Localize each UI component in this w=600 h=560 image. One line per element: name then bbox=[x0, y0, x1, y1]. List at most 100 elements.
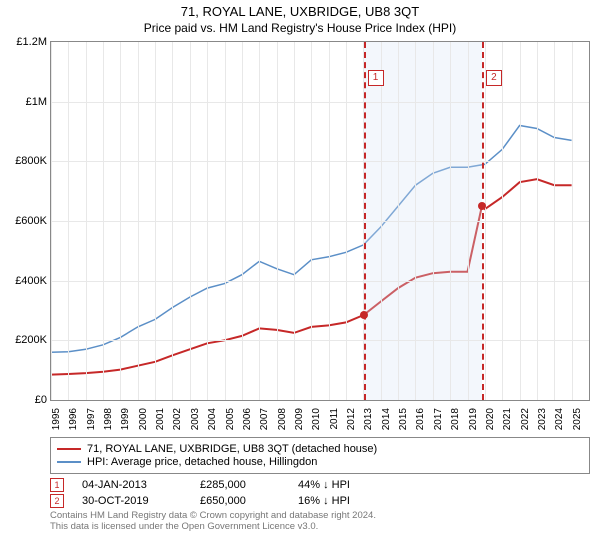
x-gridline bbox=[172, 42, 173, 400]
sale-marker-line bbox=[482, 42, 484, 400]
footer-line-2: This data is licensed under the Open Gov… bbox=[50, 521, 590, 532]
x-gridline bbox=[120, 42, 121, 400]
x-tick-label: 2004 bbox=[207, 408, 218, 438]
chart-title: 71, ROYAL LANE, UXBRIDGE, UB8 3QT bbox=[0, 0, 600, 19]
sale-date: 30-OCT-2019 bbox=[82, 495, 182, 507]
sale-marker-box: 1 bbox=[368, 70, 384, 86]
sale-row: 2 30-OCT-2019 £650,000 16% ↓ HPI bbox=[50, 494, 590, 508]
x-tick-label: 2001 bbox=[155, 408, 166, 438]
x-gridline bbox=[207, 42, 208, 400]
sale-marker-line bbox=[364, 42, 366, 400]
x-tick-label: 2018 bbox=[450, 408, 461, 438]
chart-legend: 71, ROYAL LANE, UXBRIDGE, UB8 3QT (detac… bbox=[50, 437, 590, 474]
y-tick-label: £800K bbox=[3, 155, 47, 167]
y-tick-label: £200K bbox=[3, 334, 47, 346]
y-tick-label: £400K bbox=[3, 275, 47, 287]
footer-line-1: Contains HM Land Registry data © Crown c… bbox=[50, 510, 590, 521]
x-gridline bbox=[242, 42, 243, 400]
x-tick-label: 2014 bbox=[381, 408, 392, 438]
x-tick-label: 2024 bbox=[554, 408, 565, 438]
x-tick-label: 2017 bbox=[433, 408, 444, 438]
footer: Contains HM Land Registry data © Crown c… bbox=[50, 510, 590, 533]
x-gridline bbox=[502, 42, 503, 400]
x-tick-label: 1999 bbox=[120, 408, 131, 438]
x-gridline bbox=[259, 42, 260, 400]
x-tick-label: 2003 bbox=[190, 408, 201, 438]
x-tick-label: 2007 bbox=[259, 408, 270, 438]
y-tick-label: £1.2M bbox=[3, 36, 47, 48]
y-gridline bbox=[51, 161, 589, 162]
x-gridline bbox=[68, 42, 69, 400]
chart-plot-area: £0£200K£400K£600K£800K£1M£1.2M1995199619… bbox=[50, 41, 590, 401]
x-gridline bbox=[225, 42, 226, 400]
sale-pct: 16% ↓ HPI bbox=[298, 495, 388, 507]
sale-num-box: 1 bbox=[50, 478, 64, 492]
x-tick-label: 1997 bbox=[86, 408, 97, 438]
sales-table: 1 04-JAN-2013 £285,000 44% ↓ HPI 2 30-OCT-201… bbox=[50, 478, 590, 508]
x-tick-label: 2025 bbox=[572, 408, 583, 438]
x-gridline bbox=[381, 42, 382, 400]
y-gridline bbox=[51, 340, 589, 341]
legend-label: 71, ROYAL LANE, UXBRIDGE, UB8 3QT (detac… bbox=[87, 443, 377, 455]
x-tick-label: 2000 bbox=[138, 408, 149, 438]
x-tick-label: 1995 bbox=[51, 408, 62, 438]
y-gridline bbox=[51, 281, 589, 282]
y-tick-label: £1M bbox=[3, 96, 47, 108]
x-gridline bbox=[415, 42, 416, 400]
x-gridline bbox=[155, 42, 156, 400]
x-gridline bbox=[450, 42, 451, 400]
x-gridline bbox=[277, 42, 278, 400]
sale-marker-box: 2 bbox=[486, 70, 502, 86]
x-tick-label: 2019 bbox=[468, 408, 479, 438]
x-gridline bbox=[51, 42, 52, 400]
x-tick-label: 2011 bbox=[329, 408, 340, 438]
x-gridline bbox=[433, 42, 434, 400]
sale-point-dot bbox=[478, 202, 486, 210]
sale-num-box: 2 bbox=[50, 494, 64, 508]
chart-subtitle: Price paid vs. HM Land Registry's House … bbox=[0, 19, 600, 41]
x-gridline bbox=[346, 42, 347, 400]
x-gridline bbox=[138, 42, 139, 400]
x-tick-label: 2009 bbox=[294, 408, 305, 438]
x-tick-label: 2013 bbox=[363, 408, 374, 438]
x-tick-label: 2022 bbox=[520, 408, 531, 438]
x-tick-label: 2010 bbox=[311, 408, 322, 438]
x-gridline bbox=[311, 42, 312, 400]
x-tick-label: 2015 bbox=[398, 408, 409, 438]
x-tick-label: 2008 bbox=[277, 408, 288, 438]
x-gridline bbox=[485, 42, 486, 400]
x-gridline bbox=[294, 42, 295, 400]
y-gridline bbox=[51, 102, 589, 103]
x-gridline bbox=[86, 42, 87, 400]
legend-label: HPI: Average price, detached house, Hill… bbox=[87, 456, 317, 468]
x-tick-label: 1998 bbox=[103, 408, 114, 438]
legend-swatch bbox=[57, 461, 81, 463]
sale-price: £285,000 bbox=[200, 479, 280, 491]
y-tick-label: £0 bbox=[3, 394, 47, 406]
x-gridline bbox=[190, 42, 191, 400]
x-tick-label: 2016 bbox=[415, 408, 426, 438]
x-gridline bbox=[537, 42, 538, 400]
sale-date: 04-JAN-2013 bbox=[82, 479, 182, 491]
x-tick-label: 2012 bbox=[346, 408, 357, 438]
legend-swatch bbox=[57, 448, 81, 450]
y-tick-label: £600K bbox=[3, 215, 47, 227]
y-gridline bbox=[51, 221, 589, 222]
x-gridline bbox=[329, 42, 330, 400]
sale-pct: 44% ↓ HPI bbox=[298, 479, 388, 491]
x-gridline bbox=[572, 42, 573, 400]
x-tick-label: 2021 bbox=[502, 408, 513, 438]
x-tick-label: 2005 bbox=[225, 408, 236, 438]
x-tick-label: 2023 bbox=[537, 408, 548, 438]
legend-item: HPI: Average price, detached house, Hill… bbox=[57, 456, 583, 468]
x-gridline bbox=[520, 42, 521, 400]
x-gridline bbox=[554, 42, 555, 400]
x-gridline bbox=[398, 42, 399, 400]
x-tick-label: 1996 bbox=[68, 408, 79, 438]
chart-container: 71, ROYAL LANE, UXBRIDGE, UB8 3QT Price … bbox=[0, 0, 600, 560]
sale-price: £650,000 bbox=[200, 495, 280, 507]
sale-row: 1 04-JAN-2013 £285,000 44% ↓ HPI bbox=[50, 478, 590, 492]
sale-point-dot bbox=[360, 311, 368, 319]
x-tick-label: 2020 bbox=[485, 408, 496, 438]
x-tick-label: 2006 bbox=[242, 408, 253, 438]
